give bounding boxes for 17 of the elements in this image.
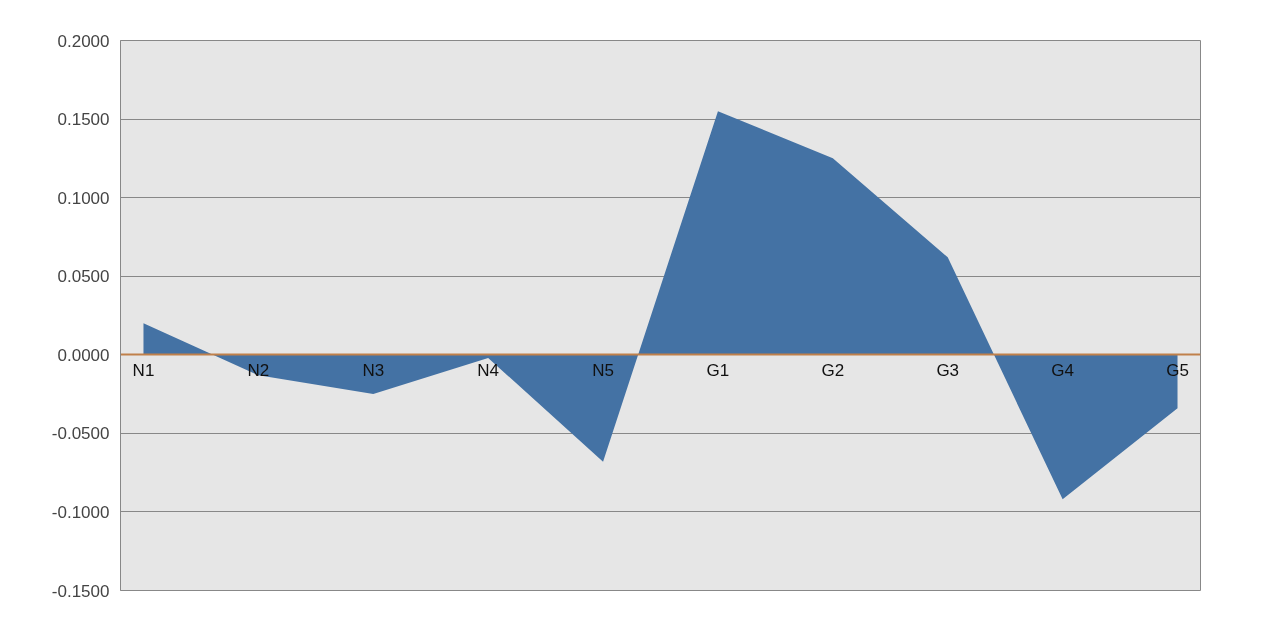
y-tick-label: 0.0000 <box>57 345 110 365</box>
x-tick-label: N5 <box>592 360 614 380</box>
x-tick-label: N2 <box>247 360 270 380</box>
x-tick-label: G3 <box>936 360 960 380</box>
x-tick-label: G2 <box>821 360 845 380</box>
x-tick-label: N1 <box>132 360 155 380</box>
y-tick-label: 0.1500 <box>57 110 110 130</box>
y-tick-label: 0.2000 <box>57 31 110 51</box>
x-tick-label: G1 <box>706 360 730 380</box>
y-tick-label: 0.0500 <box>57 267 110 287</box>
y-tick-label: 0.1000 <box>57 188 110 208</box>
x-tick-label: G4 <box>1051 360 1074 380</box>
y-tick-label: -0.0500 <box>51 424 110 444</box>
x-tick-label: N3 <box>362 360 385 380</box>
x-tick-label: N4 <box>477 360 500 380</box>
y-tick-label: -0.1500 <box>51 581 110 601</box>
y-tick-label: -0.1000 <box>51 502 110 522</box>
